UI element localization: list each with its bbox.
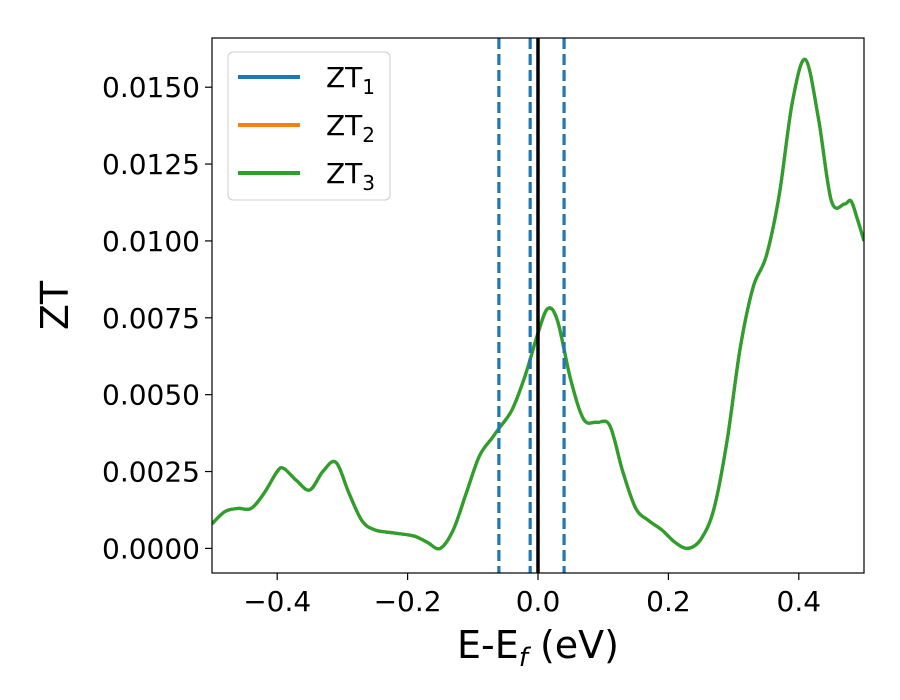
axes: −0.4 −0.2 0.0 0.2 0.4 0.0000 0.0025 0.0050 0.007… [33,37,865,673]
legend-label-zt1: ZT1 [326,61,375,99]
y-tick-label: 0.0000 [102,532,200,565]
y-tick-label: 0.0075 [102,302,200,335]
series-line-zt3 [212,57,864,551]
plot-clip-group [212,38,864,573]
y-tick-label: 0.0125 [102,148,200,181]
x-tick-label: 0.2 [646,585,691,618]
legend-label-zt3: ZT3 [326,157,375,195]
plot-area [212,38,864,573]
x-tick-label: −0.2 [374,585,442,618]
legend-box [227,51,391,201]
x-tick-label: 0.4 [777,585,822,618]
y-axis-title: ZT [33,280,77,330]
y-tick-label: 0.0050 [102,379,200,412]
x-tick-label: −0.4 [243,585,311,618]
x-tick-label: 0.0 [516,585,561,618]
x-axis-title: E-Ef (eV) [457,623,619,673]
legend-label-zt2: ZT2 [326,109,375,147]
legend: ZT1 ZT2 ZT3 [227,51,391,201]
y-tick-label: 0.0150 [102,71,200,104]
y-tick-label: 0.0100 [102,225,200,258]
y-tick-label: 0.0025 [102,456,200,489]
